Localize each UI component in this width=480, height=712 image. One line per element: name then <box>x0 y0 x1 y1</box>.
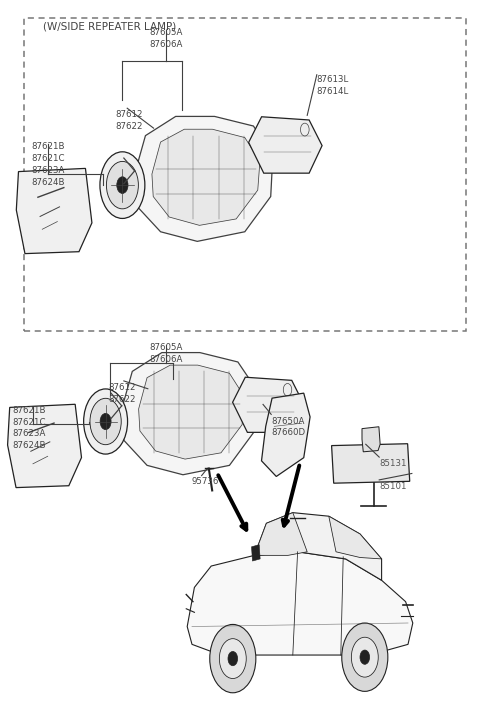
Circle shape <box>360 650 370 664</box>
Text: (W/SIDE REPEATER LAMP): (W/SIDE REPEATER LAMP) <box>43 21 177 31</box>
Polygon shape <box>134 117 273 241</box>
Circle shape <box>351 637 378 677</box>
Polygon shape <box>252 545 260 561</box>
Bar <box>24 18 466 331</box>
Circle shape <box>100 414 111 429</box>
Text: 87612
87622: 87612 87622 <box>115 110 143 131</box>
Polygon shape <box>152 130 260 225</box>
Polygon shape <box>329 516 382 559</box>
Circle shape <box>228 651 238 666</box>
Circle shape <box>210 624 256 693</box>
Text: 87613L
87614L: 87613L 87614L <box>317 75 349 95</box>
Polygon shape <box>254 513 382 580</box>
Polygon shape <box>249 117 322 173</box>
Polygon shape <box>122 352 257 475</box>
Circle shape <box>219 639 246 679</box>
Polygon shape <box>8 404 82 488</box>
Circle shape <box>107 162 138 209</box>
Text: 87650A
87660D: 87650A 87660D <box>271 417 305 437</box>
Circle shape <box>90 398 121 445</box>
Text: 85101: 85101 <box>379 482 407 491</box>
Polygon shape <box>362 426 380 452</box>
Text: 87621B
87621C
87623A
87624B: 87621B 87621C 87623A 87624B <box>31 142 65 187</box>
Polygon shape <box>233 377 304 432</box>
Text: 87621B
87621C
87623A
87624B: 87621B 87621C 87623A 87624B <box>12 406 46 450</box>
Polygon shape <box>187 552 413 655</box>
Polygon shape <box>16 169 92 253</box>
Text: 87605A
87606A: 87605A 87606A <box>149 343 182 364</box>
Polygon shape <box>254 513 307 555</box>
Polygon shape <box>262 393 310 476</box>
Text: 95736: 95736 <box>192 477 219 486</box>
Circle shape <box>117 177 128 194</box>
Text: 87612
87622: 87612 87622 <box>108 383 135 404</box>
Circle shape <box>342 623 388 691</box>
Circle shape <box>100 152 145 219</box>
Circle shape <box>84 389 128 454</box>
Text: 87605A
87606A: 87605A 87606A <box>149 28 182 49</box>
Text: 85131: 85131 <box>379 459 407 468</box>
Polygon shape <box>332 444 410 483</box>
Polygon shape <box>139 365 244 459</box>
